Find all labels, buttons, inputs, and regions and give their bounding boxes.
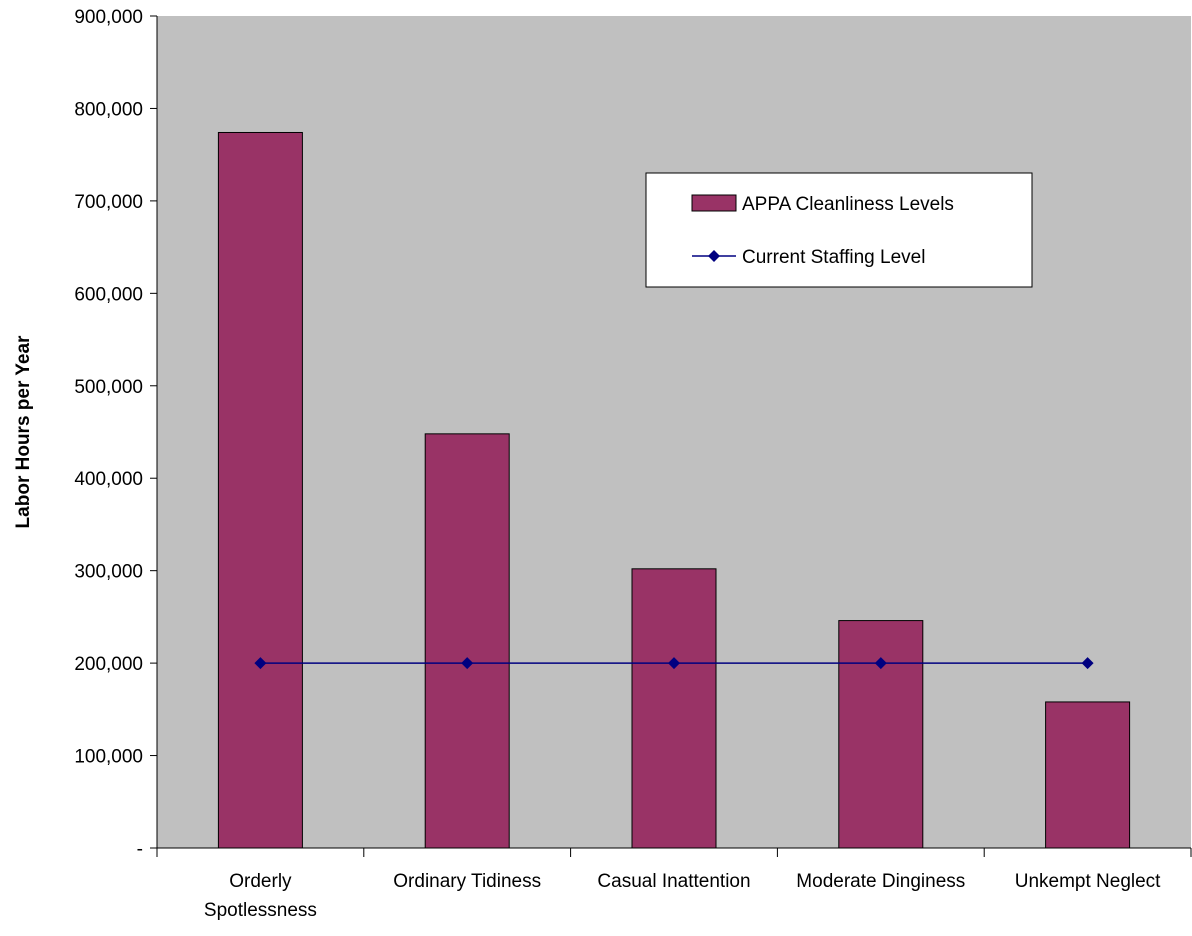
labels-layer: - 100,000 200,000 300,000 400,000 500,000 600,… (74, 7, 1161, 921)
staffing-marker-5 (1081, 657, 1094, 670)
y-tick-label-4: 400,000 (74, 469, 143, 490)
bar-2 (424, 433, 510, 849)
x-tick-label-1-line-2: Spotlessness (204, 900, 317, 921)
x-tick-label-2: Ordinary Tidiness (393, 871, 541, 892)
staffing-marker-4 (874, 657, 887, 670)
y-tick-label-6: 600,000 (74, 284, 143, 305)
staffing-marker-3 (668, 657, 680, 670)
legend-swatch-marker (708, 250, 720, 262)
bar-3 (631, 568, 717, 849)
staffing-marker-1 (254, 657, 267, 670)
legend-label-line: Current Staffing Level (742, 247, 925, 268)
y-axis-title: Labor Hours per Year (13, 335, 34, 528)
x-tick-label-1-line-1: Orderly (229, 871, 292, 892)
y-tick-label-2: 200,000 (74, 654, 143, 675)
bar-4 (838, 620, 924, 849)
y-tick-label-9: 900,000 (74, 7, 143, 28)
bars-layer (217, 131, 1131, 849)
legend-swatch-bar (691, 194, 737, 212)
y-tick-label-1: 100,000 (74, 747, 143, 768)
bar-1 (217, 131, 303, 849)
y-tick-label-0: - (137, 839, 143, 860)
legend-label-bar: APPA Cleanliness Levels (742, 194, 954, 215)
x-tick-label-5: Unkempt Neglect (1015, 871, 1161, 892)
staffing-marker-2 (461, 657, 474, 670)
y-tick-label-7: 700,000 (74, 192, 143, 213)
legend: APPA Cleanliness Levels Current Staffing… (645, 172, 1033, 288)
axes-layer (150, 15, 1192, 857)
x-tick-label-3: Casual Inattention (597, 871, 750, 892)
y-tick-label-3: 300,000 (74, 562, 143, 583)
y-tick-label-8: 800,000 (74, 99, 143, 120)
legend-box (645, 172, 1033, 288)
line-layer (254, 657, 1094, 670)
y-tick-label-5: 500,000 (74, 377, 143, 398)
bar-5 (1045, 701, 1131, 849)
x-tick-label-4: Moderate Dinginess (796, 871, 965, 892)
